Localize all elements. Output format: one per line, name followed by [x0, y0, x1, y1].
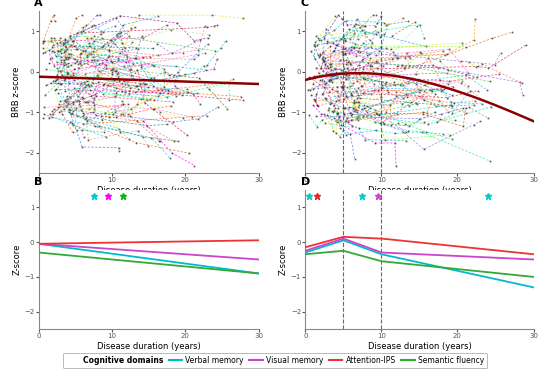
Y-axis label: Z-score: Z-score — [279, 244, 288, 275]
Y-axis label: BRB z-score: BRB z-score — [12, 67, 21, 117]
Legend: Cognitive domains, Verbal memory, Visual memory, Attention-IPS, Semantic fluency: Cognitive domains, Verbal memory, Visual… — [63, 353, 487, 368]
Text: D: D — [301, 177, 310, 187]
Text: B: B — [34, 177, 42, 187]
X-axis label: Disease duration (years): Disease duration (years) — [367, 342, 471, 351]
Y-axis label: BRB z-score: BRB z-score — [279, 67, 288, 117]
X-axis label: Disease duration (years): Disease duration (years) — [97, 186, 200, 195]
X-axis label: Disease duration (years): Disease duration (years) — [367, 186, 471, 195]
X-axis label: Disease duration (years): Disease duration (years) — [97, 342, 200, 351]
Text: A: A — [34, 0, 43, 8]
Text: C: C — [301, 0, 309, 8]
Y-axis label: Z-score: Z-score — [12, 244, 21, 275]
